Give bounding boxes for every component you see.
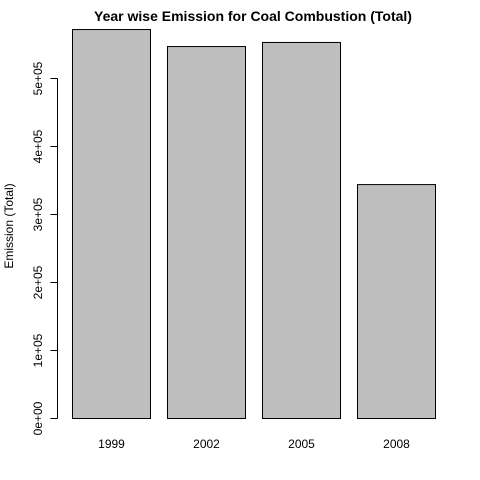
y-axis-label: Emission (Total) — [2, 183, 16, 268]
x-tick-label-2002: 2002 — [193, 437, 220, 451]
y-tick-label: 4e+05 — [31, 129, 45, 163]
chart-title: Year wise Emission for Coal Combustion (… — [94, 8, 412, 24]
bar-2005 — [262, 41, 341, 420]
bar-2008 — [357, 184, 436, 419]
x-tick-label-1999: 1999 — [98, 437, 125, 451]
x-tick-label-2008: 2008 — [383, 437, 410, 451]
y-tick-label: 5e+05 — [31, 61, 45, 95]
x-tick-label-2005: 2005 — [288, 437, 315, 451]
y-tick-label: 3e+05 — [31, 197, 45, 231]
bar-1999 — [72, 29, 151, 419]
y-tick-label: 0e+00 — [31, 401, 45, 435]
bar-2002 — [167, 46, 246, 419]
x-tick-labels: 1999 2002 2005 2008 — [98, 437, 410, 451]
y-tick-label: 2e+05 — [31, 265, 45, 299]
y-tick-label: 1e+05 — [31, 333, 45, 367]
bars-group — [72, 29, 436, 420]
y-axis: 0e+00 1e+05 2e+05 3e+05 4e+05 5e+05 — [31, 61, 58, 435]
